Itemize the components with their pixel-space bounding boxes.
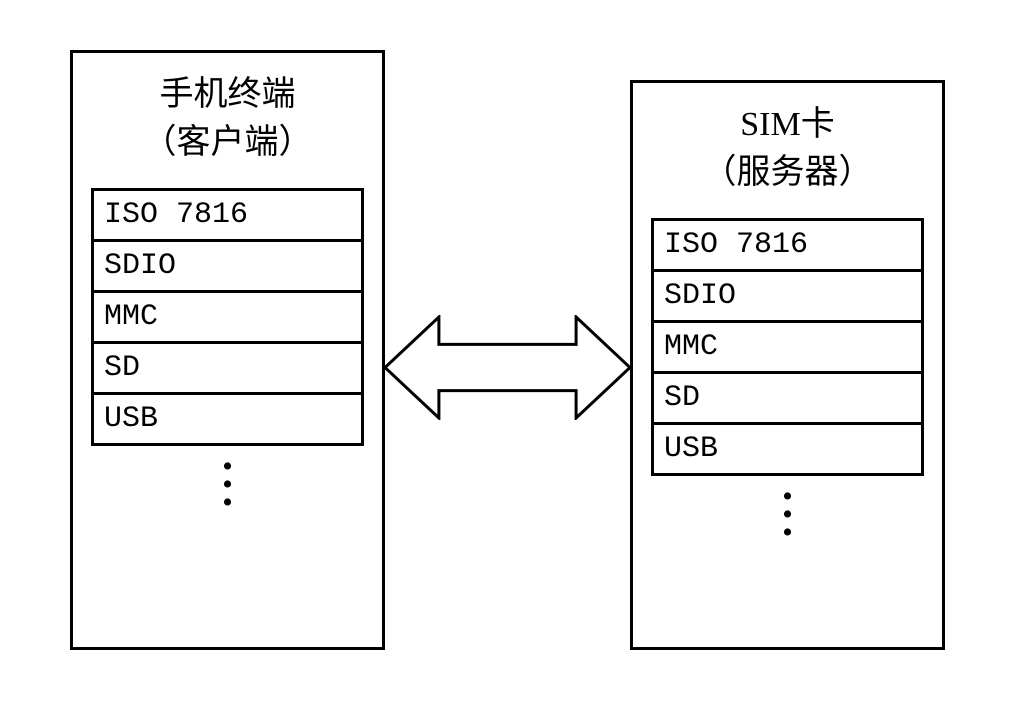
right-title-line1: SIM卡: [643, 101, 932, 149]
left-box-title: 手机终端 （客户端）: [73, 53, 382, 188]
left-proto-3: SD: [91, 341, 364, 392]
right-proto-3: SD: [651, 371, 924, 422]
left-proto-1: SDIO: [91, 239, 364, 290]
right-proto-4: USB: [651, 422, 924, 476]
right-proto-list: ISO 7816 SDIO MMC SD USB: [651, 218, 924, 476]
bidirectional-arrow-icon: [385, 315, 630, 420]
left-proto-list: ISO 7816 SDIO MMC SD USB: [91, 188, 364, 446]
right-box-title: SIM卡 （服务器）: [633, 83, 942, 218]
left-box: 手机终端 （客户端） ISO 7816 SDIO MMC SD USB •••: [70, 50, 385, 650]
right-proto-0: ISO 7816: [651, 218, 924, 269]
left-proto-0: ISO 7816: [91, 188, 364, 239]
left-title-line2: （客户端）: [83, 119, 372, 167]
right-box: SIM卡 （服务器） ISO 7816 SDIO MMC SD USB •••: [630, 80, 945, 650]
right-proto-2: MMC: [651, 320, 924, 371]
right-ellipsis: •••: [633, 476, 942, 542]
left-title-line1: 手机终端: [83, 71, 372, 119]
right-proto-1: SDIO: [651, 269, 924, 320]
left-proto-4: USB: [91, 392, 364, 446]
left-ellipsis: •••: [73, 446, 382, 512]
arrow-shape: [385, 317, 630, 418]
left-proto-2: MMC: [91, 290, 364, 341]
right-title-line2: （服务器）: [643, 149, 932, 197]
